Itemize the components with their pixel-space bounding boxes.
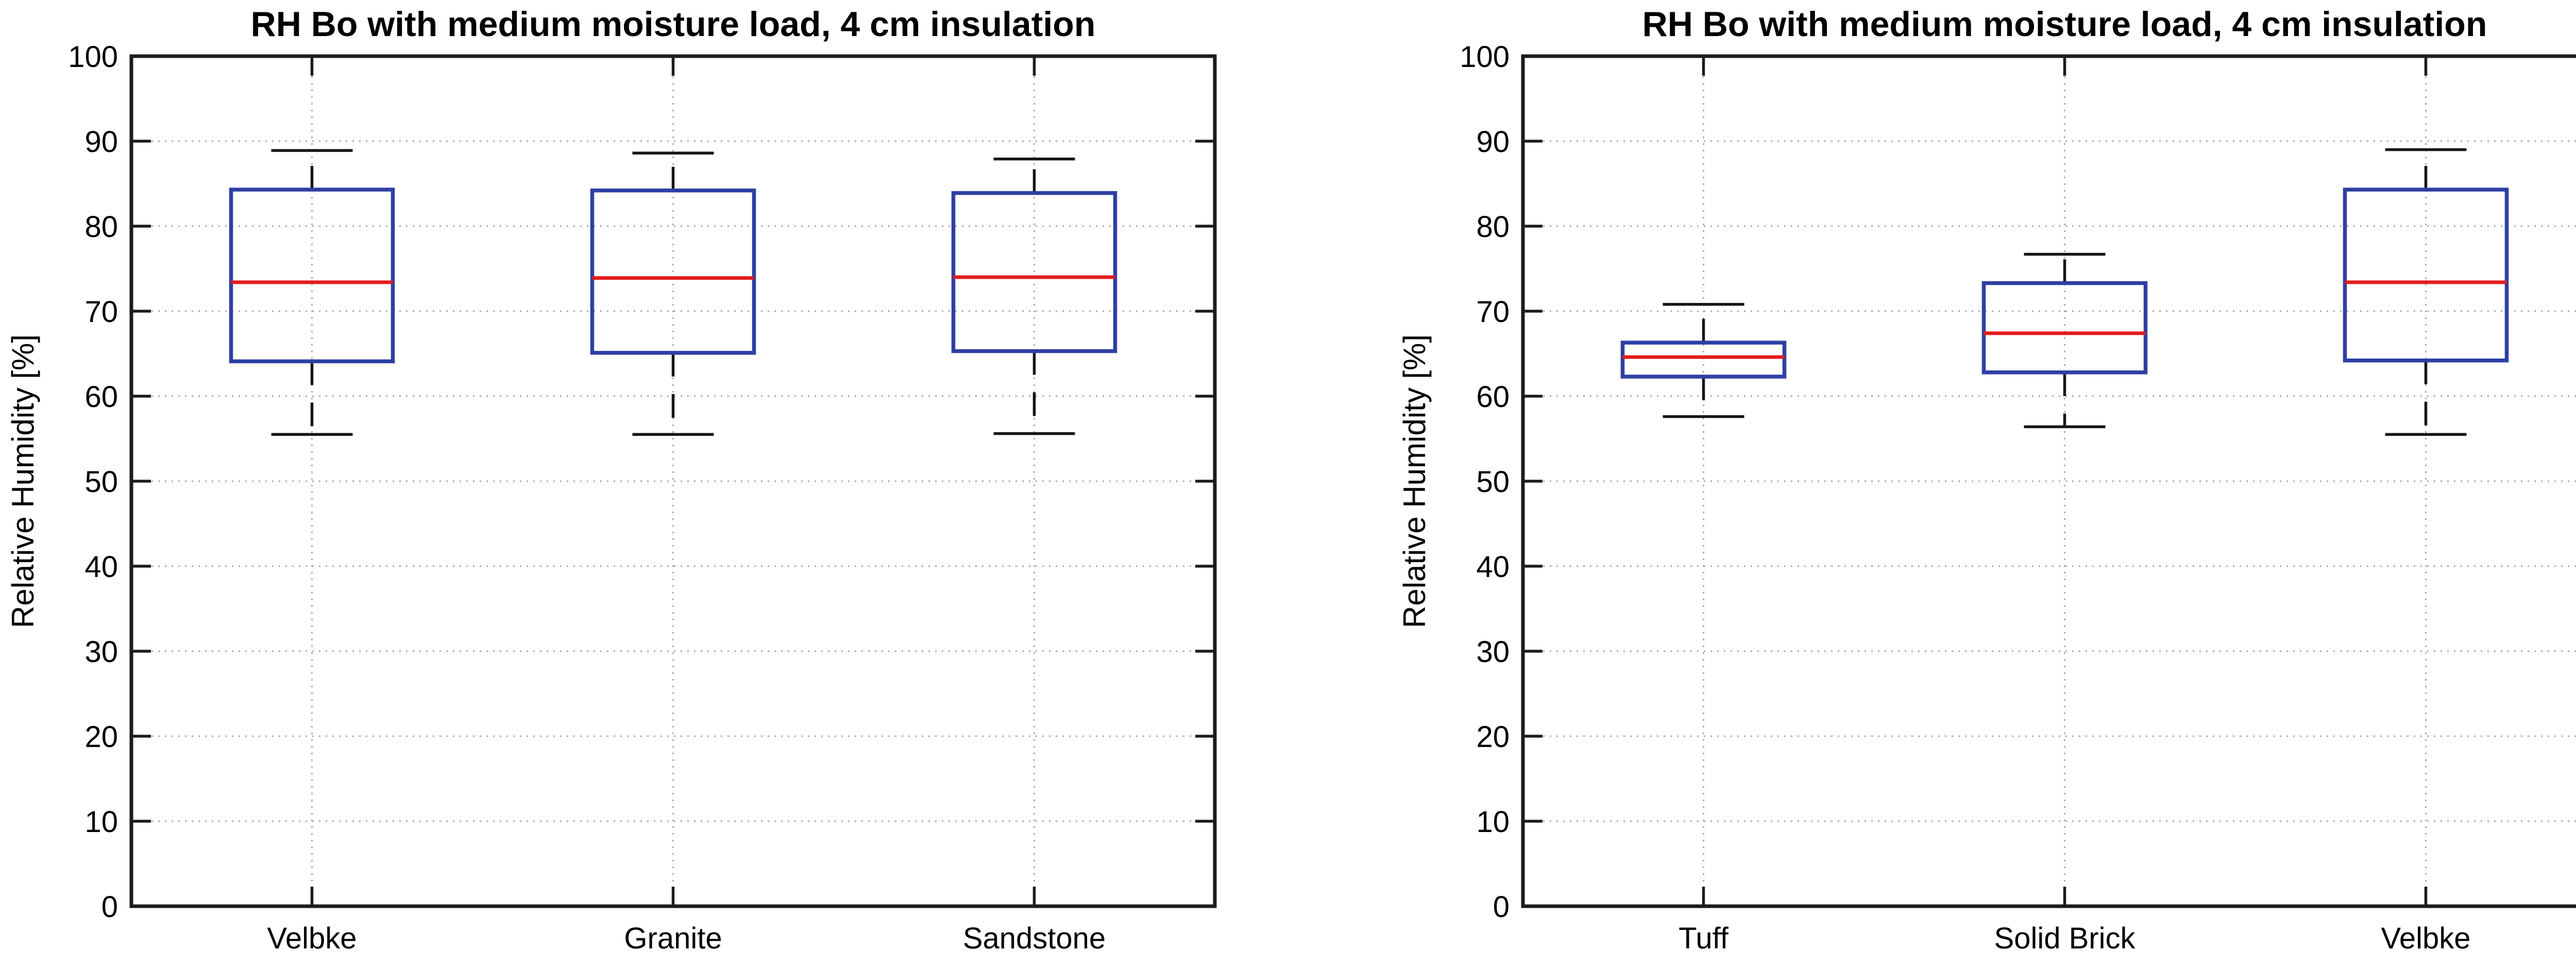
- y-tick-label: 20: [1476, 720, 1510, 754]
- iqr-box: [1981, 281, 2148, 375]
- plot-title: RH Bo with medium moisture load, 4 cm in…: [1642, 5, 2487, 44]
- y-tick-label: 0: [1493, 890, 1510, 924]
- x-category-label: Granite: [624, 922, 722, 955]
- x-category-label: Sandstone: [963, 922, 1106, 955]
- y-axis-label: Relative Humidity [%]: [6, 334, 40, 628]
- y-tick-label: 100: [68, 40, 118, 74]
- x-category-label: Velbke: [2381, 922, 2470, 955]
- y-tick-label: 80: [84, 210, 118, 244]
- y-tick-label: 50: [1476, 465, 1510, 499]
- iqr-box: [951, 191, 1117, 353]
- y-tick-label: 40: [84, 550, 118, 584]
- y-tick-label: 40: [1476, 550, 1510, 584]
- y-tick-label: 90: [1476, 125, 1510, 159]
- y-tick-label: 60: [1476, 380, 1510, 414]
- y-tick-label: 30: [84, 635, 118, 669]
- axis-frame: [1521, 54, 2576, 908]
- y-tick-label: 0: [101, 890, 118, 924]
- y-tick-label: 100: [1460, 40, 1510, 74]
- plot-title: RH Bo with medium moisture load, 4 cm in…: [251, 5, 1096, 44]
- y-tick-label: 60: [84, 380, 118, 414]
- iqr-box: [229, 188, 395, 364]
- y-tick-label: 20: [84, 720, 118, 754]
- axis-frame: [129, 54, 1217, 908]
- y-tick-label: 70: [1476, 295, 1510, 329]
- iqr-box: [1620, 341, 1787, 379]
- y-tick-label: 70: [84, 295, 118, 329]
- y-tick-label: 30: [1476, 635, 1510, 669]
- x-category-label: Velbke: [267, 922, 357, 955]
- x-category-label: Solid Brick: [1994, 922, 2136, 955]
- iqr-box: [590, 188, 756, 355]
- y-tick-label: 10: [84, 805, 118, 839]
- x-category-label: Tuff: [1679, 922, 1729, 955]
- y-tick-label: 80: [1476, 210, 1510, 244]
- iqr-box: [2343, 188, 2509, 363]
- y-tick-label: 90: [84, 125, 118, 159]
- y-axis-label: Relative Humidity [%]: [1397, 334, 1432, 628]
- y-tick-label: 50: [84, 465, 118, 499]
- y-tick-label: 10: [1476, 805, 1510, 839]
